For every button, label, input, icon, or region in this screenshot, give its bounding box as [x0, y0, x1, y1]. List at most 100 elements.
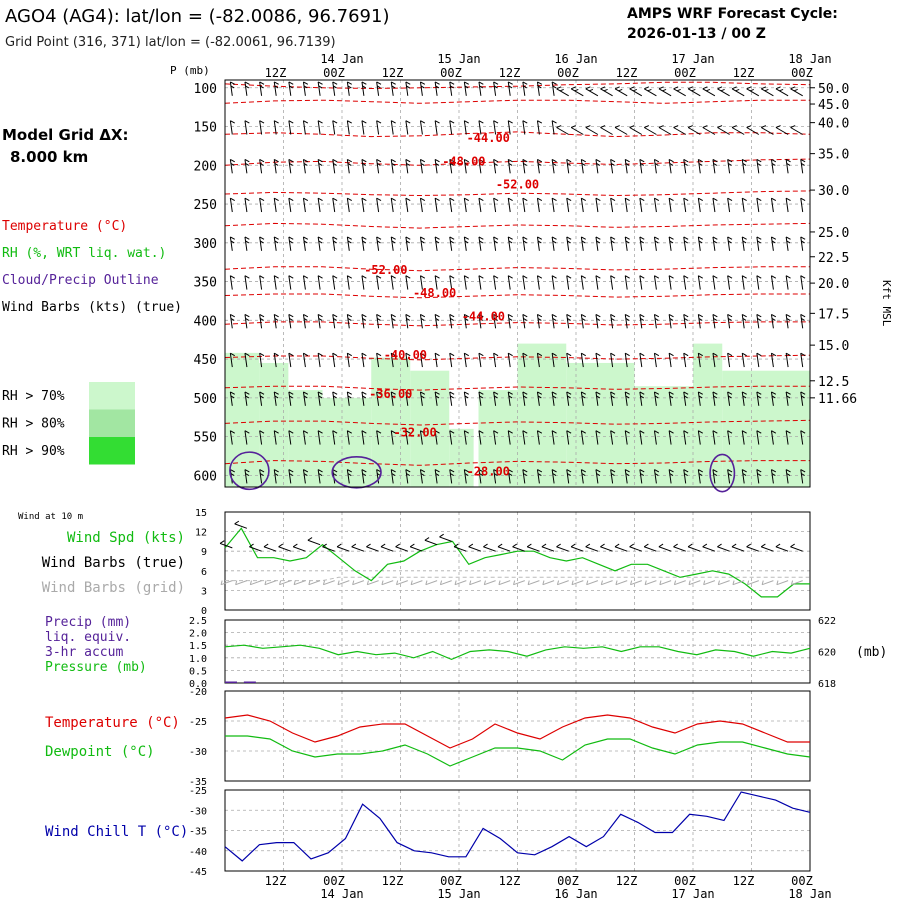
wind-barb — [761, 125, 774, 135]
barb-staff — [449, 391, 453, 406]
barb-flag — [698, 158, 703, 163]
barb-staff — [302, 159, 306, 174]
barb-flag — [727, 469, 733, 473]
barb-flag — [405, 352, 411, 357]
barb-flag — [508, 469, 513, 473]
wind-barb — [653, 275, 660, 290]
barb-flag — [556, 580, 560, 585]
barb-flag — [259, 469, 265, 473]
barb-flag — [493, 240, 498, 244]
barb-flag — [625, 473, 630, 476]
barb-flag — [537, 352, 543, 357]
wind-barb — [551, 81, 557, 96]
barb-flag — [347, 317, 352, 321]
barb-flag — [610, 197, 616, 201]
wind-barb — [434, 469, 440, 484]
barb-flag — [274, 162, 279, 166]
rh-label-80: RH > 80% — [2, 417, 65, 432]
barb-flag — [673, 125, 679, 128]
barb-staff — [727, 236, 731, 251]
barb-staff — [361, 198, 365, 213]
barb-flag — [435, 162, 440, 166]
barb-staff — [668, 198, 672, 213]
wind-barb-10m — [424, 537, 438, 546]
barb-flag — [405, 469, 411, 473]
barb-flag — [362, 162, 367, 166]
barb-flag — [567, 317, 571, 321]
wind-barb — [244, 391, 250, 406]
barb-staff — [273, 159, 277, 174]
barb-flag — [274, 236, 279, 240]
barb-flag — [464, 317, 469, 321]
barb-staff — [536, 353, 540, 368]
barb-staff — [702, 546, 716, 552]
barb-staff — [610, 353, 614, 368]
barb-staff — [449, 120, 453, 135]
rh70-region — [693, 343, 723, 487]
wind-barb — [624, 197, 630, 213]
barb-flag — [639, 236, 645, 240]
value-tick-label: 0 — [201, 606, 207, 617]
wind-barb — [434, 81, 440, 96]
grid-point-label: Grid Point (316, 371) lat/lon = (-82.006… — [5, 35, 336, 50]
barb-staff — [244, 314, 248, 329]
barb-flag — [610, 469, 616, 473]
wind-barb — [639, 158, 645, 174]
barb-staff — [536, 314, 540, 329]
barb-staff — [585, 546, 599, 552]
wind-barb-10m — [395, 543, 408, 552]
barb-flag — [639, 469, 645, 473]
barb-staff — [478, 430, 482, 445]
barb-flag — [654, 395, 659, 399]
barb-staff — [703, 580, 716, 586]
wind-barb — [244, 430, 250, 445]
wind-barb-10m — [351, 543, 365, 552]
wind-barb — [463, 352, 469, 368]
barb-staff — [653, 159, 657, 174]
barb-flag — [746, 86, 752, 90]
barb-flag — [230, 162, 235, 166]
barb-flag — [244, 197, 250, 201]
barb-staff — [507, 353, 511, 368]
barb-staff — [639, 159, 643, 174]
barb-staff — [775, 546, 789, 552]
barb-staff — [683, 314, 687, 329]
wind-barb — [566, 313, 572, 329]
barb-staff — [551, 469, 555, 484]
wind-barb — [376, 430, 382, 445]
cloud-outline — [229, 451, 270, 491]
barb-staff — [288, 275, 292, 290]
barb-staff — [405, 314, 409, 329]
barb-flag — [376, 120, 382, 124]
wind-barb — [244, 81, 250, 96]
barb-staff — [483, 546, 496, 552]
legend-temperature: Temperature (°C) — [2, 219, 127, 234]
barb-flag — [717, 580, 720, 585]
barb-staff — [570, 127, 584, 135]
barb-flag — [376, 81, 382, 85]
barb-flag — [376, 391, 382, 395]
grid-barb-10m — [425, 580, 438, 586]
barb-flag — [391, 430, 396, 434]
wind-barb — [361, 275, 367, 290]
barb-staff — [595, 391, 599, 406]
barb-staff — [624, 236, 628, 251]
barb-flag — [395, 543, 401, 548]
barb-flag — [639, 352, 645, 357]
barb-flag — [639, 197, 645, 201]
barb-staff — [610, 430, 614, 445]
barb-staff — [293, 580, 306, 586]
barb-flag — [230, 240, 235, 244]
wind-barb — [273, 391, 279, 406]
barb-staff — [234, 523, 248, 529]
wind-barb — [522, 469, 528, 484]
barb-staff — [434, 198, 438, 213]
wind-barb — [273, 158, 279, 174]
barb-flag — [245, 317, 250, 321]
wind-barb — [614, 86, 628, 97]
wind-barb — [419, 120, 426, 135]
barb-flag — [493, 313, 499, 318]
barb-flag — [610, 240, 615, 244]
barb-flag — [735, 88, 740, 92]
barb-staff — [405, 469, 409, 484]
